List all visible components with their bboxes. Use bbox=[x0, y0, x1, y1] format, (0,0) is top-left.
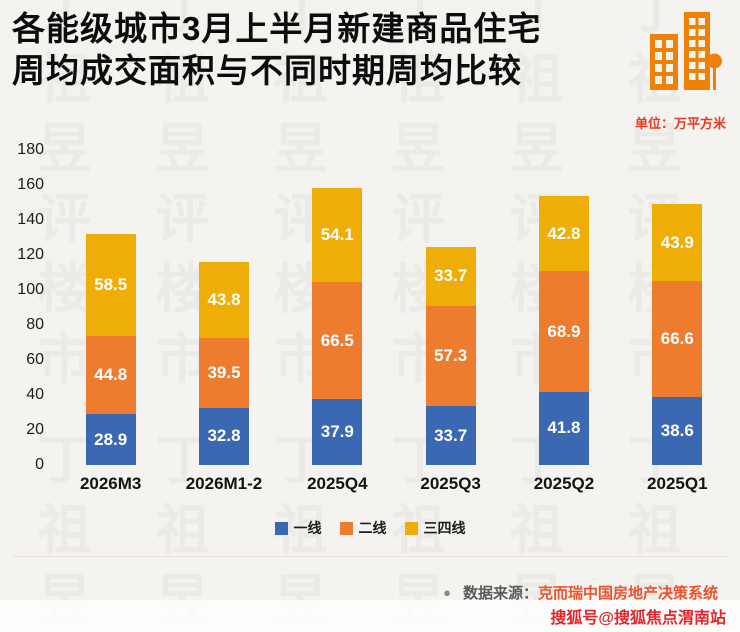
x-label-2025Q2: 2025Q2 bbox=[533, 474, 595, 493]
bullet-icon: ● bbox=[443, 585, 451, 600]
segment-三四线-2025Q2: 42.8 bbox=[538, 196, 589, 272]
segment-三四线-2025Q1: 43.9 bbox=[652, 204, 703, 281]
page-title: 各能级城市3月上半月新建商品住宅 周均成交面积与不同时期周均比较 bbox=[0, 0, 740, 91]
footer-watermark-bar: 搜狐号@搜狐焦点渭南站 bbox=[0, 600, 740, 632]
value-label: 33.7 bbox=[434, 266, 468, 286]
source-name: 克而瑞中国房地产决策系统 bbox=[537, 585, 718, 602]
segment-二线-2025Q1: 66.6 bbox=[652, 280, 703, 398]
y-axis: 0 20 40 60 80 100 120 140 160 180 bbox=[10, 141, 48, 473]
y-tick-160: 160 bbox=[17, 176, 44, 193]
legend-item-一线: 一线 bbox=[274, 518, 322, 538]
x-label-2025Q1: 2025Q1 bbox=[647, 474, 708, 493]
value-label: 38.6 bbox=[660, 421, 694, 441]
title-line-2: 周均成交面积与不同时期周均比较 bbox=[12, 51, 522, 89]
y-tick-0: 0 bbox=[35, 456, 44, 473]
legend-label: 一线 bbox=[293, 520, 322, 536]
legend-item-二线: 二线 bbox=[339, 518, 387, 538]
y-tick-20: 20 bbox=[26, 421, 44, 438]
segment-一线-2025Q2: 41.8 bbox=[538, 391, 589, 465]
value-label: 32.8 bbox=[207, 426, 241, 446]
segment-二线-2025Q3: 57.3 bbox=[425, 305, 476, 407]
x-label-2025Q3: 2025Q3 bbox=[420, 474, 481, 493]
value-label: 28.9 bbox=[94, 429, 128, 449]
value-label: 43.9 bbox=[660, 232, 694, 252]
legend-label: 二线 bbox=[358, 520, 387, 536]
segment-二线-2026M3: 44.8 bbox=[85, 336, 136, 415]
y-tick-60: 60 bbox=[26, 351, 44, 368]
value-label: 42.8 bbox=[547, 223, 581, 243]
bar-2025Q2: 42.8 68.9 41.8 bbox=[538, 196, 589, 465]
header: 各能级城市3月上半月新建商品住宅 周均成交面积与不同时期周均比较 bbox=[0, 0, 740, 91]
sohu-watermark: 搜狐号@搜狐焦点渭南站 bbox=[550, 610, 726, 627]
segment-一线-2025Q1: 38.6 bbox=[652, 397, 703, 465]
value-label: 44.8 bbox=[94, 365, 128, 385]
segment-三四线-2026M3: 58.5 bbox=[85, 233, 136, 337]
legend-swatch bbox=[274, 521, 288, 535]
legend-item-三四线: 三四线 bbox=[404, 518, 466, 538]
segment-三四线-2026M1-2: 43.8 bbox=[198, 261, 249, 339]
segment-二线-2025Q4: 66.5 bbox=[312, 282, 363, 399]
segment-三四线-2025Q4: 54.1 bbox=[312, 187, 363, 283]
buildings-icon bbox=[648, 8, 724, 90]
segment-一线-2026M3: 28.9 bbox=[85, 414, 136, 465]
value-label: 68.9 bbox=[547, 321, 581, 341]
legend-label: 三四线 bbox=[423, 520, 466, 536]
value-label: 66.5 bbox=[320, 330, 354, 350]
value-label: 33.7 bbox=[434, 425, 468, 445]
bar-2026M3: 58.5 44.8 28.9 bbox=[85, 233, 136, 465]
data-source: ● 数据来源：克而瑞中国房地产决策系统 bbox=[0, 582, 718, 603]
legend-swatch bbox=[404, 521, 418, 535]
bars-area: 58.5 44.8 28.9 43.8 39.5 32.8 54.1 66.5 37.9 33.7… bbox=[54, 150, 734, 465]
value-label: 54.1 bbox=[320, 224, 354, 244]
value-label: 37.9 bbox=[320, 421, 354, 441]
legend: 一线 二线 三四线 bbox=[0, 518, 740, 538]
segment-三四线-2025Q3: 33.7 bbox=[425, 246, 476, 306]
value-label: 58.5 bbox=[94, 274, 128, 294]
value-label: 39.5 bbox=[207, 363, 241, 383]
segment-一线-2026M1-2: 32.8 bbox=[198, 407, 249, 465]
x-label-2025Q4: 2025Q4 bbox=[307, 474, 368, 493]
segment-二线-2026M1-2: 39.5 bbox=[198, 338, 249, 408]
y-tick-140: 140 bbox=[17, 211, 44, 228]
unit-label: 单位：万平方米 bbox=[634, 116, 726, 131]
segment-一线-2025Q3: 33.7 bbox=[425, 406, 476, 465]
bar-2025Q1: 43.9 66.6 38.6 bbox=[652, 204, 703, 465]
segment-二线-2025Q2: 68.9 bbox=[538, 271, 589, 392]
x-label-2026M1-2: 2026M1-2 bbox=[185, 474, 263, 493]
x-axis-labels: 2026M3 2026M1-2 2025Q4 2025Q3 2025Q2 2025Q1 bbox=[54, 474, 734, 494]
source-prefix: 数据来源： bbox=[462, 585, 538, 602]
bar-2025Q3: 33.7 57.3 33.7 bbox=[425, 246, 476, 465]
source-text: 数据来源：克而瑞中国房地产决策系统 bbox=[463, 582, 718, 603]
bar-2026M1-2: 43.8 39.5 32.8 bbox=[198, 261, 249, 465]
bar-2025Q4: 54.1 66.5 37.9 bbox=[312, 187, 363, 465]
y-tick-40: 40 bbox=[26, 386, 44, 403]
legend-swatch bbox=[339, 521, 353, 535]
stacked-bar-chart: 0 20 40 60 80 100 120 140 160 180 58.5 44.8 28.9 43.… bbox=[10, 141, 734, 473]
value-label: 41.8 bbox=[547, 418, 581, 438]
divider bbox=[12, 556, 728, 557]
y-tick-80: 80 bbox=[26, 316, 44, 333]
segment-一线-2025Q4: 37.9 bbox=[312, 398, 363, 465]
y-tick-100: 100 bbox=[17, 281, 44, 298]
title-line-1: 各能级城市3月上半月新建商品住宅 bbox=[12, 10, 542, 47]
x-label-2026M3: 2026M3 bbox=[79, 474, 142, 493]
y-tick-120: 120 bbox=[17, 246, 44, 263]
value-label: 66.6 bbox=[660, 329, 694, 349]
value-label: 57.3 bbox=[434, 345, 468, 365]
y-tick-180: 180 bbox=[17, 141, 44, 158]
value-label: 43.8 bbox=[207, 290, 241, 310]
